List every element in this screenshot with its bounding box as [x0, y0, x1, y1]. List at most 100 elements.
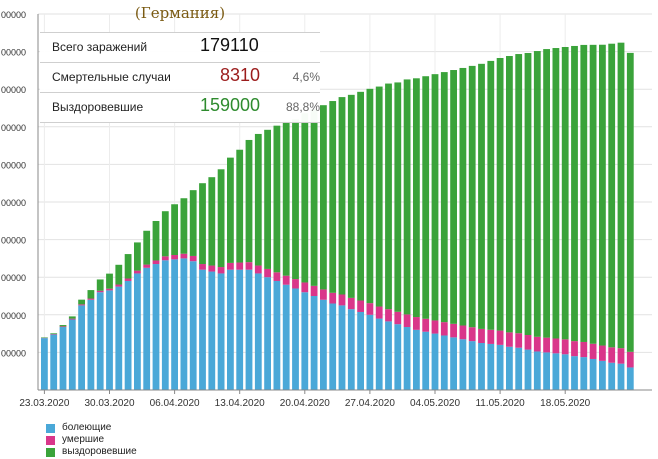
bar-active	[161, 260, 169, 390]
bar-active	[282, 284, 290, 390]
bar-deaths	[273, 272, 281, 281]
bar-deaths	[608, 347, 616, 363]
bar-recovered	[59, 325, 67, 327]
bar-active	[87, 299, 95, 390]
bar-recovered	[189, 190, 197, 256]
x-tick-label: 30.03.2020	[84, 398, 134, 409]
bar-deaths	[236, 262, 244, 270]
legend-swatch-deaths	[46, 436, 55, 445]
bar-deaths	[171, 255, 178, 260]
bar-deaths	[487, 329, 495, 344]
bar-active	[292, 288, 299, 390]
bar-deaths	[245, 262, 253, 270]
bar-deaths	[468, 327, 476, 342]
bar-deaths	[59, 326, 67, 328]
stat-value-deaths: 8310	[220, 65, 261, 85]
y-tick-label: 00000	[1, 10, 26, 20]
bar-active	[189, 261, 197, 390]
bar-active	[152, 264, 160, 390]
bar-recovered	[161, 211, 169, 257]
bar-recovered	[533, 51, 541, 337]
bar-recovered	[524, 53, 532, 336]
bar-deaths	[301, 282, 309, 293]
y-tick-label: 00000	[1, 160, 26, 170]
bar-deaths	[143, 264, 151, 268]
bar-active	[68, 319, 76, 390]
bar-active	[543, 352, 550, 390]
bar-active	[301, 292, 309, 390]
bar-recovered	[357, 91, 364, 301]
bar-recovered	[217, 169, 225, 268]
bar-active	[403, 327, 411, 390]
bar-recovered	[152, 220, 160, 261]
bar-recovered	[227, 157, 234, 263]
bar-recovered	[124, 254, 132, 279]
bar-active	[329, 303, 337, 390]
legend-label-active: болеющие	[62, 422, 112, 433]
bar-active	[143, 267, 151, 390]
bar-recovered	[87, 290, 95, 299]
bar-deaths	[96, 290, 104, 293]
legend-item-recovered: выздоровевшие	[46, 446, 137, 458]
bar-deaths	[589, 343, 597, 359]
bar-deaths	[478, 328, 485, 343]
x-tick-label: 20.04.2020	[280, 398, 330, 409]
stat-row-recovered: Выздоровевшие 159000 88,8%	[40, 92, 320, 122]
bar-recovered	[468, 65, 476, 328]
bar-deaths	[106, 288, 113, 291]
bar-recovered	[487, 60, 495, 330]
x-tick-label: 13.04.2020	[215, 398, 265, 409]
bar-active	[124, 280, 132, 390]
bar-recovered	[515, 54, 523, 334]
legend-swatch-active	[46, 424, 55, 433]
bar-active	[264, 277, 271, 390]
bar-recovered	[459, 67, 467, 326]
y-tick-label: 00000	[1, 123, 26, 133]
bar-deaths	[394, 311, 402, 325]
bar-recovered	[543, 49, 550, 338]
x-tick-label: 23.03.2020	[19, 398, 69, 409]
bar-recovered	[320, 105, 327, 290]
bar-deaths	[115, 284, 123, 287]
bar-active	[580, 357, 588, 390]
bar-deaths	[571, 341, 578, 357]
bar-deaths	[292, 279, 299, 289]
bar-deaths	[180, 253, 188, 259]
bar-active	[506, 346, 513, 390]
bar-deaths	[375, 306, 383, 319]
bar-deaths	[338, 294, 346, 306]
stat-label-recovered: Выздоровевшие	[52, 100, 144, 114]
bar-active	[41, 338, 48, 390]
legend-swatch-recovered	[46, 448, 55, 457]
stat-label-deaths: Смертельные случаи	[52, 70, 171, 84]
bar-deaths	[87, 298, 95, 300]
bar-active	[227, 269, 234, 390]
bar-recovered	[617, 42, 625, 349]
bar-recovered	[50, 333, 58, 335]
x-tick-label: 04.05.2020	[410, 398, 460, 409]
bar-recovered	[626, 52, 634, 352]
bar-recovered	[571, 45, 578, 342]
stats-panel: Всего заражений 179110 Смертельные случа…	[40, 32, 320, 123]
stat-label-total: Всего заражений	[52, 40, 148, 54]
bar-recovered	[199, 183, 206, 265]
bar-active	[180, 258, 188, 390]
bar-active	[515, 347, 523, 390]
bar-recovered	[385, 83, 392, 310]
bar-deaths	[524, 335, 532, 350]
y-tick-label: 00000	[1, 273, 26, 283]
bar-recovered	[96, 279, 104, 291]
bar-deaths	[617, 348, 625, 364]
bar-recovered	[310, 109, 318, 286]
bar-deaths	[599, 345, 606, 361]
bar-active	[310, 296, 318, 390]
bar-deaths	[413, 317, 420, 330]
bar-deaths	[580, 341, 588, 358]
bar-deaths	[496, 330, 504, 345]
bar-active	[199, 269, 206, 390]
bar-active	[561, 354, 569, 390]
bar-recovered	[143, 230, 151, 265]
bar-active	[245, 269, 253, 390]
bar-recovered	[599, 44, 606, 346]
